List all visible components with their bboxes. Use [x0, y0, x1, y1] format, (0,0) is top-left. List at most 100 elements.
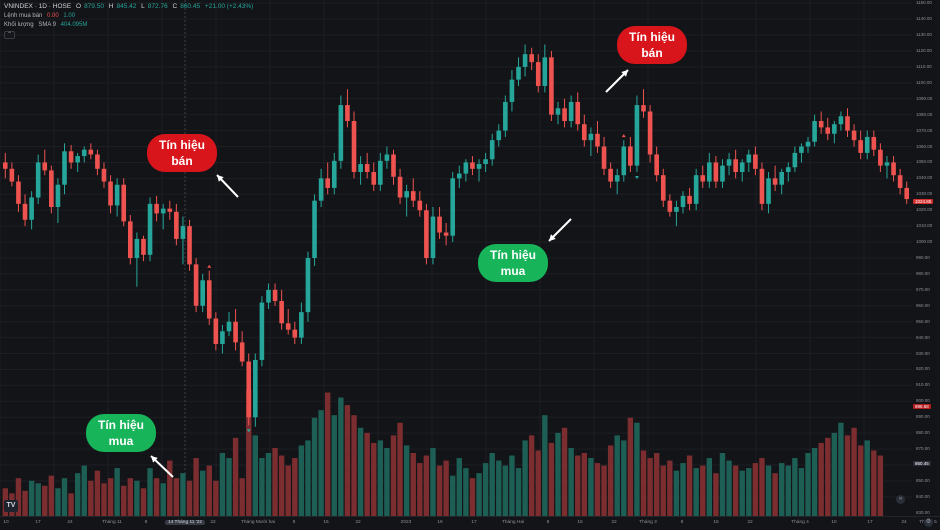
ohlc-c-value: 860.45: [180, 3, 201, 10]
candle: [871, 130, 877, 157]
price-chart[interactable]: [0, 0, 912, 516]
indicator-row-volume[interactable]: Khối lượng SMA 9 404.095M: [4, 22, 90, 28]
candle: [739, 159, 745, 182]
candle: [9, 162, 15, 187]
volume-bar: [48, 475, 55, 516]
candle: [713, 156, 719, 188]
volume-bar: [357, 427, 364, 516]
volume-bar: [614, 435, 620, 516]
candle: [226, 312, 232, 337]
scroll-to-realtime-icon[interactable]: »: [896, 495, 905, 504]
volume-bar: [331, 415, 337, 516]
volume-bar: [384, 447, 390, 516]
volume-bar: [627, 417, 634, 516]
candle: [450, 172, 456, 243]
price-axis[interactable]: 1150.00 1140.00 1130.00 1120.00 1110.00 1100.…: [912, 0, 940, 516]
candle: [456, 165, 462, 188]
volume-bar: [700, 465, 706, 516]
price-tick: 980.00: [916, 270, 930, 276]
volume-bar: [482, 463, 489, 516]
symbol-header: VNINDEX · 1D · HOSE O 879.50 H 845.42 L 872…: [4, 3, 256, 10]
price-tag: 860.45: [913, 461, 931, 467]
candle: [338, 95, 344, 169]
candle: [555, 101, 561, 125]
volume-bar: [121, 485, 127, 516]
candle: [75, 152, 80, 172]
volume-bar: [265, 453, 272, 516]
volume-bar: [502, 465, 509, 516]
candle: [582, 114, 587, 147]
volume-bar: [180, 473, 186, 516]
annotation-arrow: [548, 218, 572, 242]
symbol-title[interactable]: VNINDEX · 1D · HOSE: [4, 3, 72, 10]
indicator-row-orders[interactable]: Lệnh mua bán 0.00 1.00: [4, 13, 78, 19]
volume-bar: [173, 478, 180, 516]
volume-bar: [463, 468, 469, 516]
candle: [410, 178, 416, 208]
volume-bar: [199, 470, 206, 516]
price-tick: 930.00: [916, 350, 930, 356]
time-tick: 22: [355, 520, 361, 525]
candle: [378, 152, 383, 192]
candle: [147, 197, 153, 262]
candle: [187, 219, 192, 271]
volume-bar: [140, 488, 147, 516]
price-tick: 870.00: [916, 446, 930, 452]
volume-bar: [239, 478, 245, 516]
tradingview-logo[interactable]: TV: [4, 500, 18, 512]
volume-bar: [496, 460, 502, 516]
candle: [792, 146, 798, 172]
price-tick: 950.00: [916, 318, 930, 324]
candle: [693, 168, 699, 211]
collapse-legend-button[interactable]: ⌃: [4, 31, 15, 39]
price-tick: 1000.00: [916, 239, 933, 245]
price-tick: 1100.00: [916, 79, 932, 85]
ohlc-l-label: L: [141, 3, 145, 10]
candle: [213, 312, 219, 351]
time-axis[interactable]: 10 17 24 Tháng 11 8 14 Tháng 11 '22 22 Tháng Mư…: [0, 516, 940, 530]
volume-bar: [844, 435, 851, 516]
candle: [851, 124, 857, 147]
volume-bar: [351, 415, 357, 516]
candle: [331, 152, 337, 195]
sell-marker: [207, 264, 212, 268]
candle: [562, 98, 567, 128]
candle: [259, 296, 265, 367]
candle: [641, 89, 646, 118]
volume-bar: [246, 390, 252, 516]
candle: [805, 136, 811, 153]
volume-bar: [686, 455, 693, 516]
candle: [858, 130, 863, 160]
volume-bar: [278, 455, 285, 516]
volume-bar: [15, 478, 22, 516]
time-tick: 15: [323, 520, 329, 525]
time-tick: 17: [35, 520, 41, 525]
volume-bar: [831, 432, 838, 516]
candle: [476, 159, 482, 182]
volume-bar: [298, 445, 305, 516]
price-tick: 1060.00: [916, 143, 933, 149]
candle: [680, 191, 686, 214]
candle: [68, 144, 74, 169]
volume-bar: [114, 468, 120, 516]
time-tick: 17: [867, 520, 873, 525]
candle: [878, 143, 883, 172]
candle: [358, 156, 363, 185]
volume-bar: [509, 455, 515, 516]
indicator-orders-label: Lệnh mua bán: [4, 13, 43, 19]
buy-signal-label-2: Tín hiệu mua: [86, 414, 156, 452]
price-tick: 1150.00: [916, 0, 932, 6]
time-tick: 22: [611, 520, 617, 525]
volume-bar: [292, 458, 298, 516]
price-tick: 1040.00: [916, 175, 933, 181]
indicator-orders-value-1: 0.00: [47, 13, 59, 19]
candle: [818, 111, 824, 134]
buy-marker: [246, 429, 251, 433]
candle: [134, 232, 140, 287]
buy-signal-text-2: Tín hiệu mua: [98, 418, 144, 448]
settings-gear-icon[interactable]: ⚙: [924, 518, 933, 527]
candle: [443, 222, 449, 246]
volume-bar: [864, 440, 870, 516]
candle: [489, 133, 495, 166]
volume-bar: [713, 473, 719, 516]
